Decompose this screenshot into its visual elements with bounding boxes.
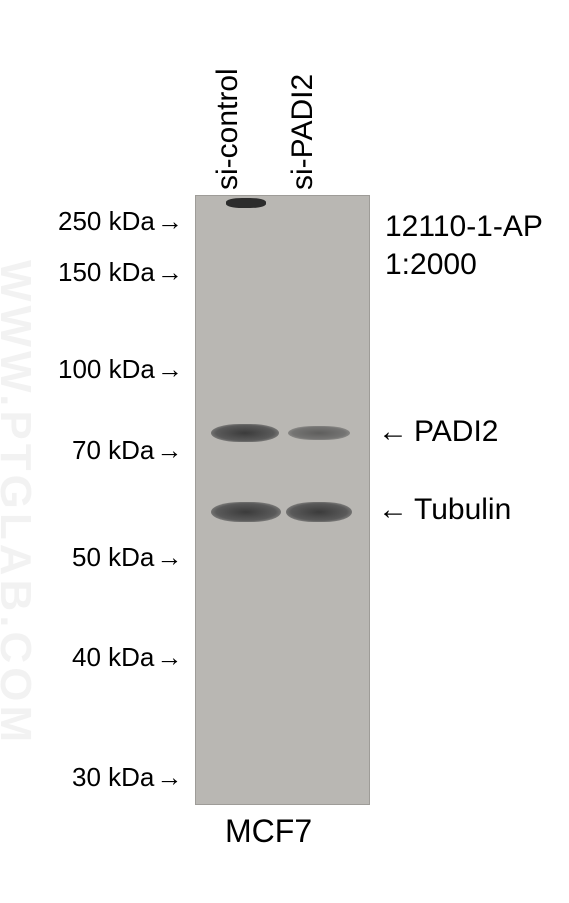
watermark-text: WWW.PTGLAB.COM bbox=[0, 260, 40, 746]
marker-label: 250 kDa bbox=[58, 206, 155, 237]
detected-label: Tubulin bbox=[414, 493, 511, 527]
arrow-left-icon: ← bbox=[378, 493, 408, 527]
marker-label: 150 kDa bbox=[58, 257, 155, 288]
arrow-left-icon: ← bbox=[378, 415, 408, 449]
marker-40: 40 kDa → bbox=[72, 642, 182, 673]
antibody-catalog: 12110-1-AP bbox=[385, 208, 543, 246]
band-tubulin-lane2 bbox=[286, 502, 352, 522]
marker-label: 70 kDa bbox=[72, 435, 154, 466]
arrow-right-icon: → bbox=[156, 762, 182, 793]
marker-30: 30 kDa → bbox=[72, 762, 182, 793]
lane-label-si-control: si-control bbox=[211, 68, 245, 190]
figure-container: si-control si-PADI2 250 kDa → 150 kDa → … bbox=[0, 0, 569, 903]
marker-150: 150 kDa → bbox=[58, 257, 183, 288]
band-tubulin-lane1 bbox=[211, 502, 281, 522]
marker-50: 50 kDa → bbox=[72, 542, 182, 573]
marker-250: 250 kDa → bbox=[58, 206, 183, 237]
arrow-right-icon: → bbox=[156, 642, 182, 673]
marker-label: 100 kDa bbox=[58, 354, 155, 385]
band-padi2-lane2 bbox=[288, 426, 350, 440]
well-mark bbox=[226, 198, 266, 208]
arrow-right-icon: → bbox=[157, 354, 183, 385]
marker-label: 40 kDa bbox=[72, 642, 154, 673]
arrow-right-icon: → bbox=[156, 435, 182, 466]
marker-100: 100 kDa → bbox=[58, 354, 183, 385]
detected-padi2: ← PADI2 bbox=[378, 415, 498, 449]
arrow-right-icon: → bbox=[157, 206, 183, 237]
antibody-dilution: 1:2000 bbox=[385, 246, 543, 284]
marker-70: 70 kDa → bbox=[72, 435, 182, 466]
western-blot-membrane bbox=[195, 195, 370, 805]
band-padi2-lane1 bbox=[211, 424, 279, 442]
lane-label-si-padi2: si-PADI2 bbox=[286, 74, 320, 190]
marker-label: 30 kDa bbox=[72, 762, 154, 793]
arrow-right-icon: → bbox=[156, 542, 182, 573]
marker-label: 50 kDa bbox=[72, 542, 154, 573]
arrow-right-icon: → bbox=[157, 257, 183, 288]
detected-tubulin: ← Tubulin bbox=[378, 493, 511, 527]
detected-label: PADI2 bbox=[414, 415, 498, 449]
cell-line-label: MCF7 bbox=[225, 813, 312, 850]
antibody-info: 12110-1-AP 1:2000 bbox=[385, 208, 543, 283]
